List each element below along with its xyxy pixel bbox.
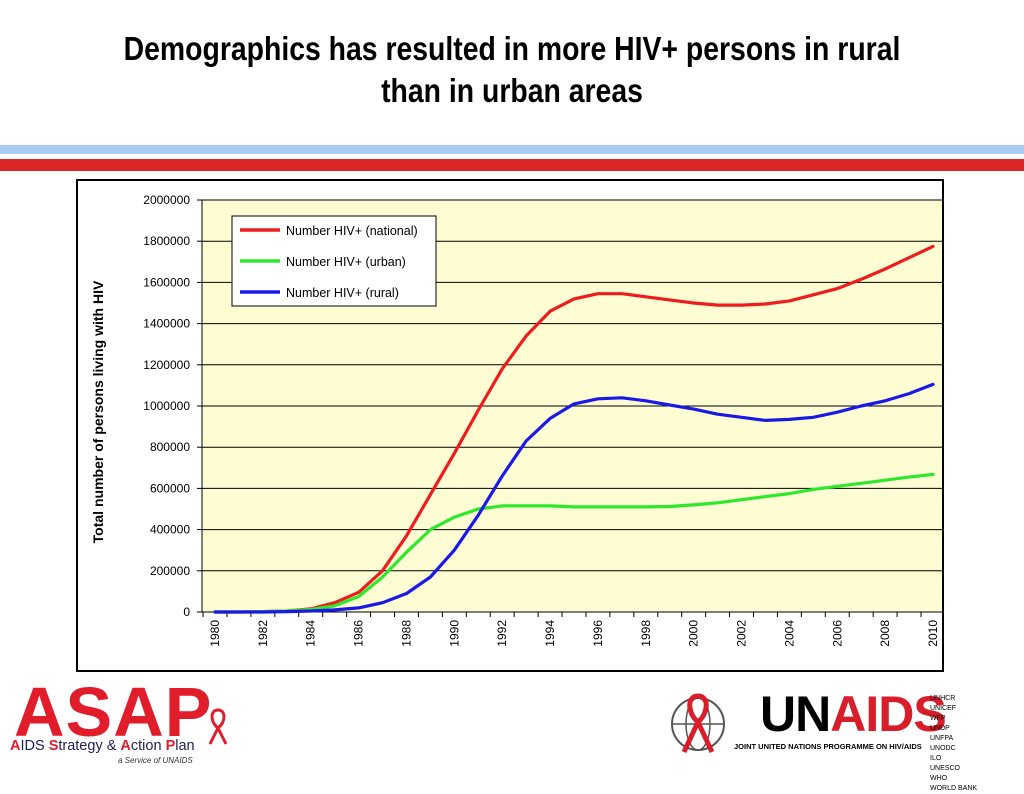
header-stripe-red [0,159,1024,171]
series-line-1 [213,472,935,614]
y-tick-label: 400000 [150,523,190,537]
x-tick-label: 2006 [830,620,844,647]
x-tick-label: 2004 [782,620,796,647]
x-tick-label: 1980 [208,620,222,647]
x-tick-label: 1998 [639,620,653,647]
asap-tagline: AIDS Strategy & Action Plan [10,738,195,754]
y-tick-label: 1800000 [143,234,190,248]
unaids-wordmark: UNAIDS [760,686,947,742]
y-tick-label: 800000 [150,440,190,454]
y-axis-label: Total number of persons living with HIV [90,280,106,544]
legend-label: Number HIV+ (rural) [286,286,399,300]
slide-title-line2: than in urban areas [381,72,643,109]
slide-title: Demographics has resulted in more HIV+ p… [72,28,953,112]
legend-label: Number HIV+ (national) [286,224,418,238]
y-tick-label: 0 [183,605,190,619]
x-tick-label: 1986 [352,620,366,647]
unaids-subtitle: JOINT UNITED NATIONS PROGRAMME ON HIV/AI… [734,742,922,751]
cosponsor-list: UNHCR UNICEF WFP UNDP UNFPA UNODC ILO UNESCO WH… [930,694,1024,794]
y-tick-label: 1400000 [143,317,190,331]
legend-label: Number HIV+ (urban) [286,255,406,269]
x-tick-label: 2000 [687,620,701,647]
asap-service-text: a Service of UNAIDS [118,756,193,765]
y-tick-label: 200000 [150,564,190,578]
asap-wordmark: ASAP [14,673,213,751]
x-tick-label: 1990 [447,620,461,647]
cosponsor-column-2: UNODC ILO UNESCO WHO WORLD BANK [930,745,978,792]
x-tick-label: 1992 [495,620,509,647]
x-tick-label: 1988 [399,620,413,647]
header-stripe-blue [0,145,1024,154]
hiv-line-chart: 0 200000 400000 600000 800000 1000000 1200000 1… [143,193,942,647]
x-tick-label: 1996 [591,620,605,647]
y-tick-label: 1600000 [143,275,190,289]
x-tick-label: 1982 [256,620,270,647]
x-tick-label: 1994 [543,620,557,647]
series-line-0 [213,244,935,614]
cosponsor-column-1: UNHCR UNICEF WFP UNDP UNFPA [930,695,957,742]
x-tick-label: 2010 [926,620,940,647]
y-tick-label: 1200000 [143,358,190,372]
asap-logo: ASAP AIDS Strategy & Action Plan a Servi… [8,676,248,768]
un-globe-ribbon-icon [671,693,725,754]
series-line-2 [213,382,935,614]
y-tick-label: 2000000 [143,193,190,207]
unaids-logo: UNAIDS JOINT UNITED NATIONS PROGRAMME ON… [660,686,1024,792]
x-tick-label: 2002 [735,620,749,647]
chart-frame: 0 200000 400000 600000 800000 1000000 1200000 1… [76,179,944,672]
x-tick-label: 2008 [878,620,892,647]
y-tick-label: 600000 [150,481,190,495]
slide-title-line1: Demographics has resulted in more HIV+ p… [123,30,901,67]
y-tick-label: 1000000 [143,399,190,413]
x-tick-label: 1984 [304,620,318,647]
red-ribbon-icon [208,708,228,745]
